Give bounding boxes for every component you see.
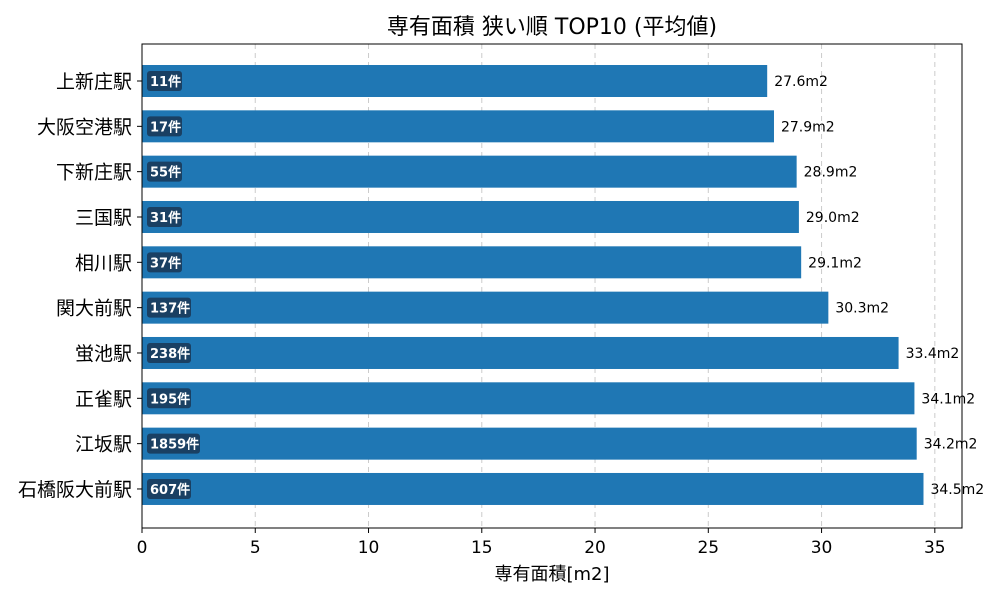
count-badge [147, 342, 191, 363]
count-label: 17件 [150, 119, 181, 135]
count-label: 55件 [150, 165, 181, 181]
bar [142, 110, 774, 143]
bar [142, 65, 768, 97]
count-badge [147, 206, 182, 227]
bar [142, 246, 802, 279]
count-badge [147, 161, 182, 182]
count-badge [147, 116, 182, 137]
y-tick-label: 大阪空港駅 [37, 116, 132, 138]
count-badge [147, 388, 191, 409]
value-label: 29.1m2 [808, 255, 862, 271]
x-tick-label: 35 [924, 538, 946, 558]
count-label: 195件 [150, 391, 190, 407]
value-label: 34.2m2 [924, 437, 978, 453]
count-badge [147, 71, 182, 91]
x-tick-label: 30 [811, 538, 833, 558]
bars: 11件 27.6m2 17件 27.9m2 55件 28.9m2 31件 29.0m2 37件 2… [142, 65, 984, 505]
y-tick-label: 関大前駅 [56, 298, 132, 320]
count-label: 11件 [150, 74, 181, 90]
x-tick-label: 20 [584, 538, 606, 558]
x-axis-label: 専有面積[m2] [494, 564, 609, 585]
y-tick-label: 正雀駅 [75, 388, 132, 410]
y-tick-label: 江坂駅 [75, 434, 132, 456]
y-tick-label: 石橋阪大前駅 [18, 479, 132, 501]
bar [142, 427, 917, 460]
x-axis: 0 5 10 15 20 25 30 35 [137, 528, 946, 558]
bar [142, 291, 829, 324]
x-tick-label: 25 [697, 538, 719, 558]
count-label: 37件 [150, 255, 181, 271]
x-tick-label: 15 [471, 538, 493, 558]
bar [142, 336, 899, 369]
y-tick-label: 下新庄駅 [56, 162, 132, 184]
value-label: 34.5m2 [930, 482, 984, 498]
value-label: 33.4m2 [906, 346, 960, 362]
value-label: 27.9m2 [781, 119, 835, 135]
x-tick-label: 10 [358, 538, 380, 558]
y-tick-label: 上新庄駅 [56, 71, 132, 93]
value-label: 30.3m2 [835, 301, 889, 317]
count-badge [147, 252, 182, 273]
value-label: 27.6m2 [774, 74, 828, 90]
value-label: 34.1m2 [921, 391, 975, 407]
bar [142, 155, 797, 188]
chart-title: 専有面積 狭い順 TOP10 (平均値) [387, 15, 717, 40]
bar [142, 382, 915, 415]
count-badge [147, 297, 191, 318]
count-label: 607件 [150, 482, 190, 498]
count-badge [147, 478, 191, 499]
count-label: 31件 [150, 210, 181, 226]
value-label: 29.0m2 [806, 210, 860, 226]
bar [142, 472, 924, 505]
value-label: 28.9m2 [804, 165, 858, 181]
bar [142, 200, 799, 233]
x-tick-label: 0 [137, 538, 148, 558]
count-badge [147, 433, 200, 454]
count-label: 1859件 [150, 437, 199, 453]
y-tick-label: 三国駅 [75, 207, 132, 229]
plot-area-frame [141, 43, 963, 529]
count-label: 238件 [150, 346, 190, 362]
x-tick-label: 5 [250, 538, 261, 558]
y-tick-label: 蛍池駅 [75, 343, 132, 365]
count-label: 137件 [150, 301, 190, 317]
y-tick-label: 相川駅 [75, 252, 132, 274]
